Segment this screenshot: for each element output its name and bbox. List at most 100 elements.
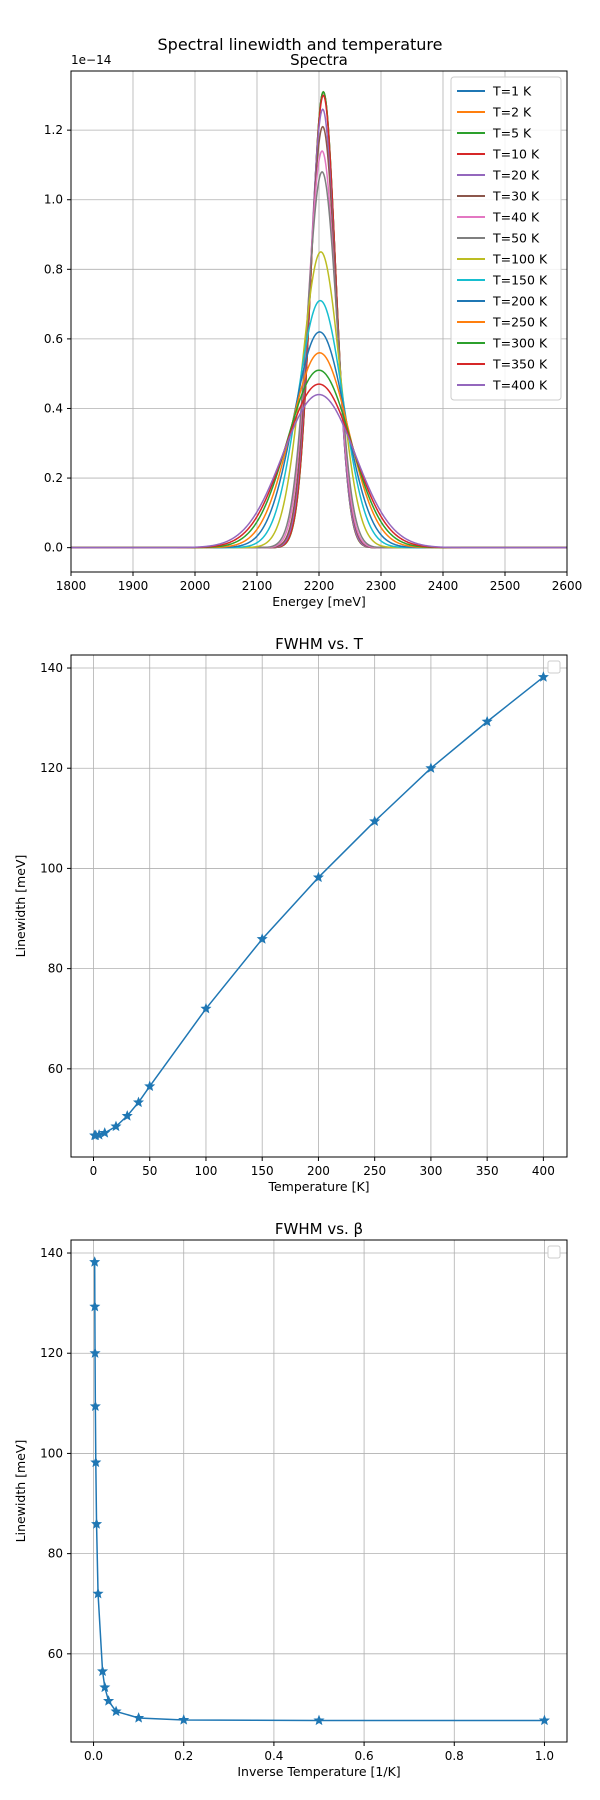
data-point bbox=[89, 1347, 101, 1358]
legend-label: T=300 K bbox=[492, 336, 548, 351]
y-tick-label: 0.6 bbox=[44, 332, 63, 346]
x-tick-label: 2500 bbox=[490, 579, 521, 593]
x-axis-label: Inverse Temperature [1/K] bbox=[237, 1764, 400, 1779]
data-point bbox=[99, 1127, 111, 1138]
data-point bbox=[481, 715, 493, 727]
legend-label: T=5 K bbox=[492, 126, 532, 141]
x-tick-label: 0.2 bbox=[174, 1749, 193, 1763]
data-point bbox=[132, 1096, 145, 1108]
x-tick-label: 300 bbox=[419, 1164, 442, 1178]
panel-3: 0.0 0.2 0.4 0.6 0.8 1.0 60 80 100 120 140 FWHM vs. … bbox=[13, 1220, 568, 1779]
y-axis-label: Linewidth [meV] bbox=[13, 855, 28, 958]
data-point bbox=[89, 1400, 101, 1412]
legend-box bbox=[547, 1245, 561, 1259]
legend-label: T=50 K bbox=[492, 231, 540, 246]
x-tick-label: 2100 bbox=[242, 579, 273, 593]
data-point bbox=[313, 1714, 325, 1726]
x-tick-label: 1.0 bbox=[535, 1749, 554, 1763]
axes-frame bbox=[70, 1239, 568, 1743]
axes-frame bbox=[70, 654, 568, 1158]
x-tick-label: 2200 bbox=[304, 579, 335, 593]
x-axis-label: Temperature [K] bbox=[267, 1179, 369, 1194]
y-tick-label: 60 bbox=[48, 1647, 63, 1661]
data-point bbox=[103, 1695, 115, 1706]
y-tick-label: 80 bbox=[48, 962, 63, 976]
panel-1: 1800 1900 2000 2100 2200 2300 2400 2500 2600 0.0 0… bbox=[44, 51, 582, 609]
legend-label: T=150 K bbox=[492, 273, 548, 288]
x-tick-label: 250 bbox=[363, 1164, 386, 1178]
y-axis-label: Linewidth [meV] bbox=[13, 1440, 28, 1543]
y-tick-label: 100 bbox=[40, 1446, 63, 1460]
panel-title: FWHM vs. β bbox=[275, 1220, 363, 1238]
x-tick-label: 1900 bbox=[118, 579, 149, 593]
legend-label: T=2 K bbox=[492, 105, 532, 120]
data-point bbox=[369, 815, 381, 827]
y-offset-text: 1e−14 bbox=[71, 53, 111, 67]
data-point bbox=[144, 1080, 156, 1092]
x-tick-label: 2000 bbox=[180, 579, 211, 593]
legend-label: T=400 K bbox=[492, 378, 548, 393]
data-point bbox=[200, 1002, 212, 1014]
data-point bbox=[121, 1110, 133, 1121]
x-tick-label: 1800 bbox=[56, 579, 87, 593]
y-tick-label: 140 bbox=[40, 1246, 63, 1260]
data-point bbox=[92, 1587, 104, 1599]
y-tick-label: 120 bbox=[40, 761, 63, 775]
legend-label: T=250 K bbox=[492, 315, 548, 330]
x-tick-label: 150 bbox=[251, 1164, 274, 1178]
figure-title: Spectral linewidth and temperature bbox=[158, 35, 443, 54]
y-tick-label: 0.8 bbox=[44, 262, 63, 276]
x-tick-label: 0 bbox=[90, 1164, 98, 1178]
data-point bbox=[178, 1714, 190, 1725]
y-tick-label: 120 bbox=[40, 1346, 63, 1360]
x-tick-label: 2400 bbox=[428, 579, 459, 593]
panel-2: 0 50 100 150 200 250 300 350 400 60 80 100 120 140 FWH… bbox=[13, 635, 568, 1194]
x-tick-label: 50 bbox=[142, 1164, 157, 1178]
data-point bbox=[537, 671, 549, 682]
legend-label: T=1 K bbox=[492, 84, 532, 99]
x-tick-label: 2600 bbox=[552, 579, 583, 593]
x-tick-label: 2300 bbox=[366, 579, 397, 593]
x-axis-label: Energey [meV] bbox=[272, 594, 366, 609]
data-point bbox=[99, 1681, 111, 1693]
y-tick-label: 140 bbox=[40, 661, 63, 675]
y-tick-label: 0.0 bbox=[44, 541, 63, 555]
y-tick-label: 1.0 bbox=[44, 193, 63, 207]
x-tick-label: 0.4 bbox=[264, 1749, 283, 1763]
x-tick-label: 0.6 bbox=[355, 1749, 374, 1763]
data-point bbox=[89, 1256, 101, 1267]
y-tick-label: 0.4 bbox=[44, 401, 63, 415]
legend-box bbox=[547, 660, 561, 674]
y-tick-label: 1.2 bbox=[44, 123, 63, 137]
x-tick-label: 200 bbox=[307, 1164, 330, 1178]
data-point bbox=[538, 1714, 550, 1726]
data-point bbox=[90, 1456, 102, 1468]
data-point bbox=[425, 762, 437, 773]
legend-label: T=350 K bbox=[492, 357, 548, 372]
panel-title: Spectra bbox=[290, 51, 348, 69]
y-tick-label: 100 bbox=[40, 861, 63, 875]
x-tick-label: 0.0 bbox=[84, 1749, 103, 1763]
legend-label: T=40 K bbox=[492, 210, 540, 225]
series-line-15 bbox=[71, 393, 567, 549]
data-point bbox=[89, 1300, 101, 1312]
data-point bbox=[133, 1712, 145, 1723]
y-tick-label: 60 bbox=[48, 1062, 63, 1076]
data-point bbox=[256, 933, 268, 944]
x-tick-label: 350 bbox=[476, 1164, 499, 1178]
y-tick-label: 0.2 bbox=[44, 471, 63, 485]
legend-label: T=200 K bbox=[492, 294, 548, 309]
data-point bbox=[110, 1705, 122, 1717]
data-point bbox=[97, 1665, 109, 1677]
data-point bbox=[312, 871, 324, 883]
x-tick-label: 400 bbox=[532, 1164, 555, 1178]
legend: T=1 K T=2 K T=5 K T=10 K T=20 K T=30 K T=40 K T… bbox=[450, 76, 562, 401]
plot-area bbox=[71, 90, 567, 549]
data-point bbox=[110, 1120, 122, 1132]
data-point bbox=[91, 1518, 103, 1529]
plot-area bbox=[89, 671, 549, 1141]
legend-label: T=10 K bbox=[492, 147, 540, 162]
legend-label: T=20 K bbox=[492, 168, 540, 183]
panel-title: FWHM vs. T bbox=[275, 635, 364, 653]
